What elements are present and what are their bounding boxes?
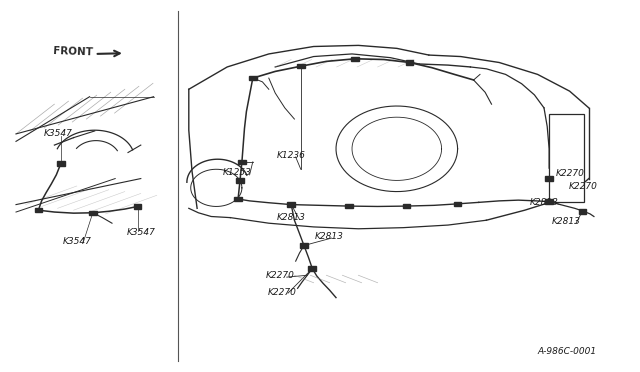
Text: K1236: K1236 bbox=[276, 151, 305, 160]
Bar bbox=[345, 204, 353, 208]
Bar bbox=[579, 209, 586, 214]
Bar bbox=[308, 266, 316, 271]
Text: K2270: K2270 bbox=[568, 182, 597, 191]
Text: K2813: K2813 bbox=[552, 217, 580, 226]
Text: K1253: K1253 bbox=[223, 168, 252, 177]
Bar bbox=[351, 57, 359, 61]
Bar bbox=[549, 114, 584, 202]
Bar bbox=[300, 243, 308, 248]
Text: K2813: K2813 bbox=[315, 232, 344, 241]
Bar bbox=[57, 161, 65, 166]
Bar bbox=[234, 197, 242, 201]
Bar bbox=[287, 202, 295, 207]
Text: K3547: K3547 bbox=[63, 237, 92, 246]
Text: FRONT: FRONT bbox=[52, 46, 93, 57]
Text: K2813: K2813 bbox=[276, 213, 305, 222]
Bar bbox=[297, 64, 305, 68]
Text: K2813: K2813 bbox=[530, 198, 559, 206]
Bar bbox=[545, 176, 553, 181]
Bar bbox=[406, 60, 413, 65]
Bar bbox=[35, 208, 42, 212]
Text: K2270: K2270 bbox=[556, 169, 584, 177]
Text: K3547: K3547 bbox=[44, 129, 72, 138]
Text: K3547: K3547 bbox=[127, 228, 156, 237]
Bar bbox=[236, 178, 244, 183]
Text: K2270: K2270 bbox=[268, 288, 296, 296]
Text: A-986C-0001: A-986C-0001 bbox=[538, 347, 596, 356]
Bar bbox=[89, 211, 97, 215]
Bar bbox=[454, 202, 461, 206]
Bar bbox=[545, 199, 553, 204]
Bar bbox=[134, 204, 141, 209]
Bar bbox=[249, 76, 257, 80]
Bar bbox=[238, 160, 246, 164]
Bar bbox=[403, 204, 410, 208]
Text: K2270: K2270 bbox=[266, 271, 294, 280]
